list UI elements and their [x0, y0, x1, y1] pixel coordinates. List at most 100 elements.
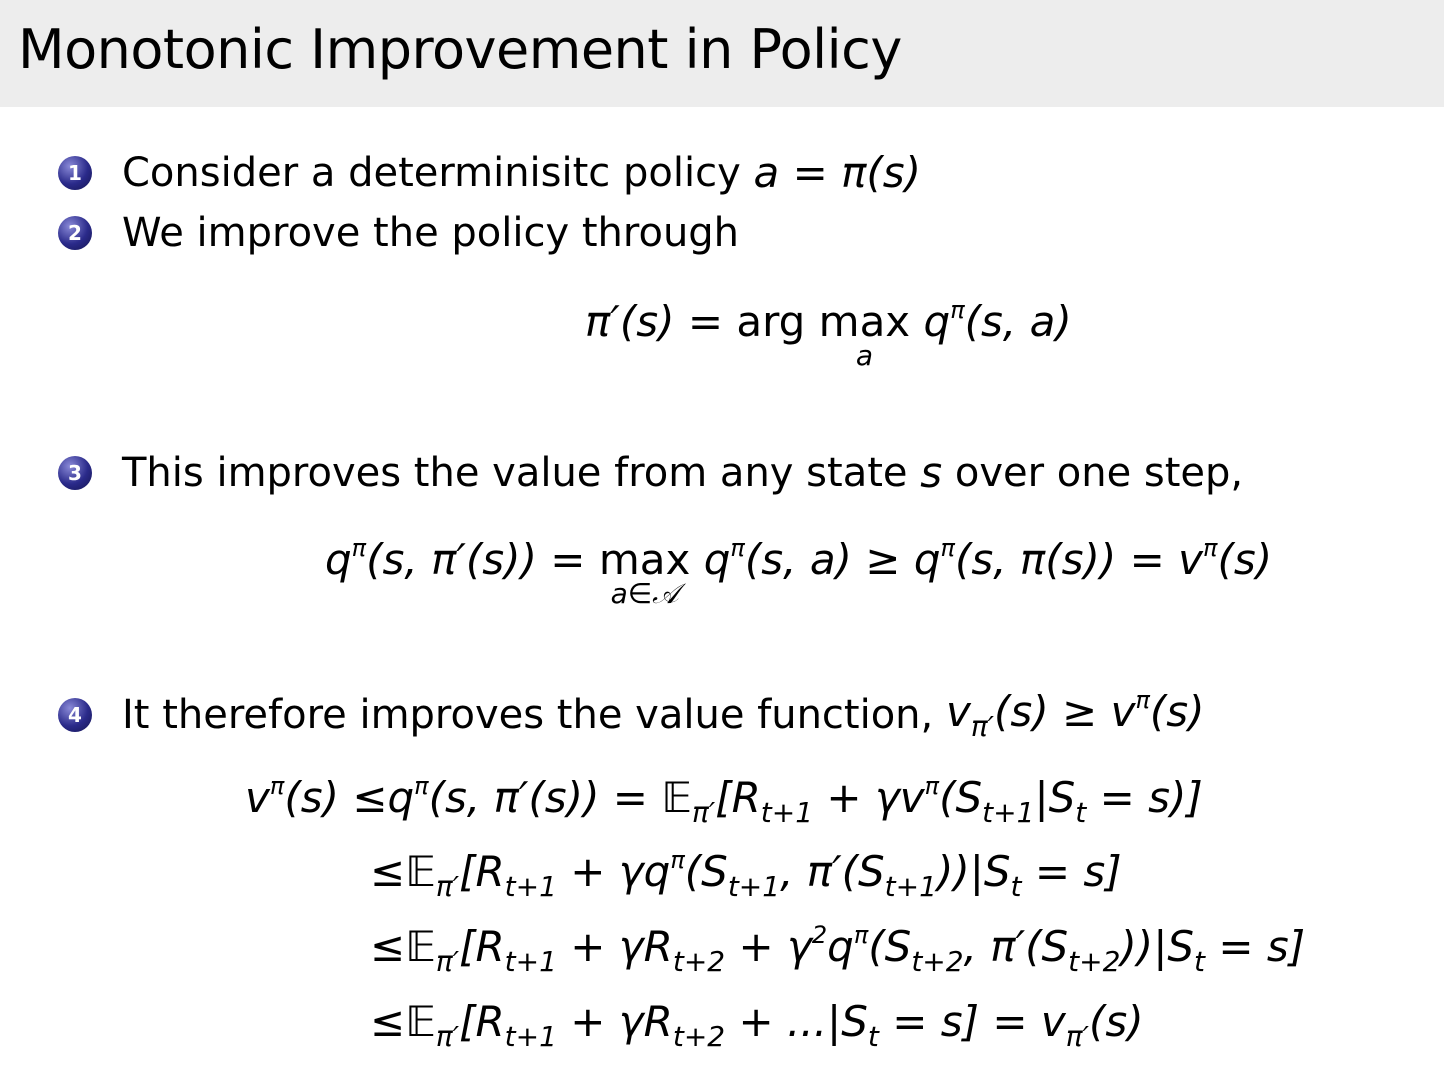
- math-segment: (s, π′(s)) =: [366, 535, 599, 584]
- inline-math: a = π(s): [753, 148, 921, 197]
- math-segment: t+1: [504, 945, 557, 978]
- math-segment: = s]: [1021, 847, 1122, 896]
- math-underscript: a∈𝒜: [610, 577, 679, 610]
- list-item: 1 Consider a determinisitc policy a = π(…: [58, 148, 921, 197]
- list-item: 2 We improve the policy through: [58, 210, 739, 256]
- math-segment: π′: [692, 796, 716, 829]
- math-segment: t+2: [911, 945, 964, 978]
- math-operator: max: [818, 297, 911, 346]
- math-segment: [R: [715, 773, 761, 822]
- math-segment: t+1: [982, 796, 1035, 829]
- math-operator-group: max a: [818, 297, 911, 372]
- math-segment: t+2: [672, 1020, 726, 1053]
- math-segment: t: [1010, 870, 1022, 903]
- math-segment: (s): [1089, 997, 1144, 1046]
- list-item: 4 It therefore improves the value functi…: [58, 686, 1205, 743]
- math-segment: (S: [684, 847, 728, 896]
- equation-argmax: π′(s) = arg max a qπ(s, a): [585, 296, 1072, 372]
- math-segment: ≤𝔼: [370, 847, 436, 896]
- math-segment: (s, a) ≥ q: [744, 535, 941, 584]
- math-segment: π: [414, 772, 429, 800]
- math-segment: v: [945, 687, 971, 736]
- math-operator-group: max a∈𝒜: [598, 535, 691, 610]
- math-segment: q: [827, 922, 854, 971]
- slide-title: Monotonic Improvement in Policy: [18, 18, 902, 81]
- math-segment: t+2: [672, 945, 726, 978]
- math-segment: |S: [1034, 773, 1076, 822]
- item-text: This improves the value from any state: [122, 449, 921, 496]
- math-underscript: a: [855, 339, 873, 372]
- math-segment: π: [940, 534, 955, 562]
- math-segment: (s, π′(s)) = 𝔼: [428, 773, 692, 822]
- math-segment: 2: [811, 921, 828, 949]
- inline-math: vπ′(s) ≥ vπ(s): [946, 686, 1205, 743]
- math-segment: [R: [459, 847, 505, 896]
- math-segment: π: [950, 296, 965, 324]
- item-text-tail: over one step,: [942, 449, 1244, 496]
- math-segment: (S: [868, 922, 912, 971]
- math-segment: + γR: [556, 997, 673, 1046]
- math-segment: q: [325, 535, 352, 584]
- equation-chain-line-3: ≤𝔼π′[Rt+1 + γRt+2 + γ2qπ(St+2, π′(St+2))…: [370, 921, 1305, 978]
- math-segment: (s) ≥ v: [994, 687, 1136, 736]
- math-segment: π: [924, 772, 940, 800]
- math-segment: π: [351, 534, 367, 562]
- math-segment: π: [1135, 686, 1150, 714]
- math-segment: = s] = v: [878, 997, 1066, 1046]
- math-segment: [R: [459, 922, 505, 971]
- math-segment: + γv: [813, 773, 925, 822]
- bullet-number: 4: [58, 697, 92, 732]
- list-item: 3 This improves the value from any state…: [58, 448, 1243, 497]
- math-segment: , π′(S: [780, 847, 885, 896]
- equation-chain-line-2: ≤𝔼π′[Rt+1 + γqπ(St+1, π′(St+1))|St = s]: [370, 846, 1122, 903]
- math-operator: max: [598, 535, 691, 584]
- math-segment: π′(s) =: [585, 297, 737, 346]
- math-segment: , π′(S: [963, 922, 1069, 971]
- math-segment: π: [670, 846, 685, 874]
- math-segment: q: [690, 535, 731, 584]
- math-segment: t+1: [504, 1020, 557, 1053]
- item-text: We improve the policy through: [122, 210, 740, 256]
- equation-chain-line-1: vπ(s) ≤qπ(s, π′(s)) = 𝔼π′[Rt+1 + γvπ(St+…: [245, 772, 1203, 829]
- equation-one-step: qπ(s, π′(s)) = max a∈𝒜 qπ(s, a) ≥ qπ(s, π…: [325, 534, 1273, 610]
- math-segment: a = π(s): [753, 148, 922, 197]
- math-segment: π′: [435, 1020, 460, 1053]
- math-segment: + γR: [556, 922, 673, 971]
- math-segment: [R: [459, 997, 505, 1046]
- item-text: It therefore improves the value function…: [122, 691, 946, 738]
- math-segment: (s, a): [964, 297, 1072, 346]
- math-segment: π′: [970, 710, 995, 743]
- bullet-number: 1: [58, 155, 92, 190]
- math-segment: t: [867, 1020, 879, 1053]
- item-text: Consider a determinisitc policy: [122, 149, 754, 196]
- math-segment: π: [730, 534, 745, 562]
- math-segment: + γ: [725, 922, 812, 971]
- math-segment: ≤𝔼: [370, 997, 436, 1046]
- math-segment: arg: [736, 297, 819, 346]
- math-segment: t+1: [727, 870, 781, 903]
- math-segment: t+1: [884, 870, 937, 903]
- math-segment: π: [269, 772, 285, 800]
- math-segment: (S: [939, 773, 983, 822]
- math-segment: ))|S: [936, 847, 1011, 896]
- math-segment: s: [920, 448, 943, 497]
- math-segment: π′: [1065, 1020, 1089, 1053]
- bullet-number: 2: [58, 216, 92, 250]
- math-segment: π′: [435, 870, 460, 903]
- math-segment: ))|S: [1120, 922, 1195, 971]
- inline-math: s: [920, 448, 942, 497]
- math-segment: π: [1203, 534, 1218, 562]
- math-segment: = s]: [1205, 922, 1306, 971]
- math-segment: t+2: [1068, 945, 1121, 978]
- math-segment: = s)]: [1086, 773, 1203, 822]
- math-segment: + ...|S: [725, 997, 868, 1046]
- math-segment: t+1: [504, 870, 557, 903]
- math-segment: (s): [1217, 535, 1273, 584]
- math-segment: π′: [435, 945, 460, 978]
- math-segment: π: [853, 921, 869, 949]
- math-segment: q: [910, 297, 951, 346]
- equation-chain-line-4: ≤𝔼π′[Rt+1 + γRt+2 + ...|St = s] = vπ′(s): [370, 997, 1144, 1053]
- bullet-number: 3: [58, 455, 92, 490]
- math-segment: t: [1194, 945, 1205, 978]
- math-segment: t+1: [760, 796, 814, 829]
